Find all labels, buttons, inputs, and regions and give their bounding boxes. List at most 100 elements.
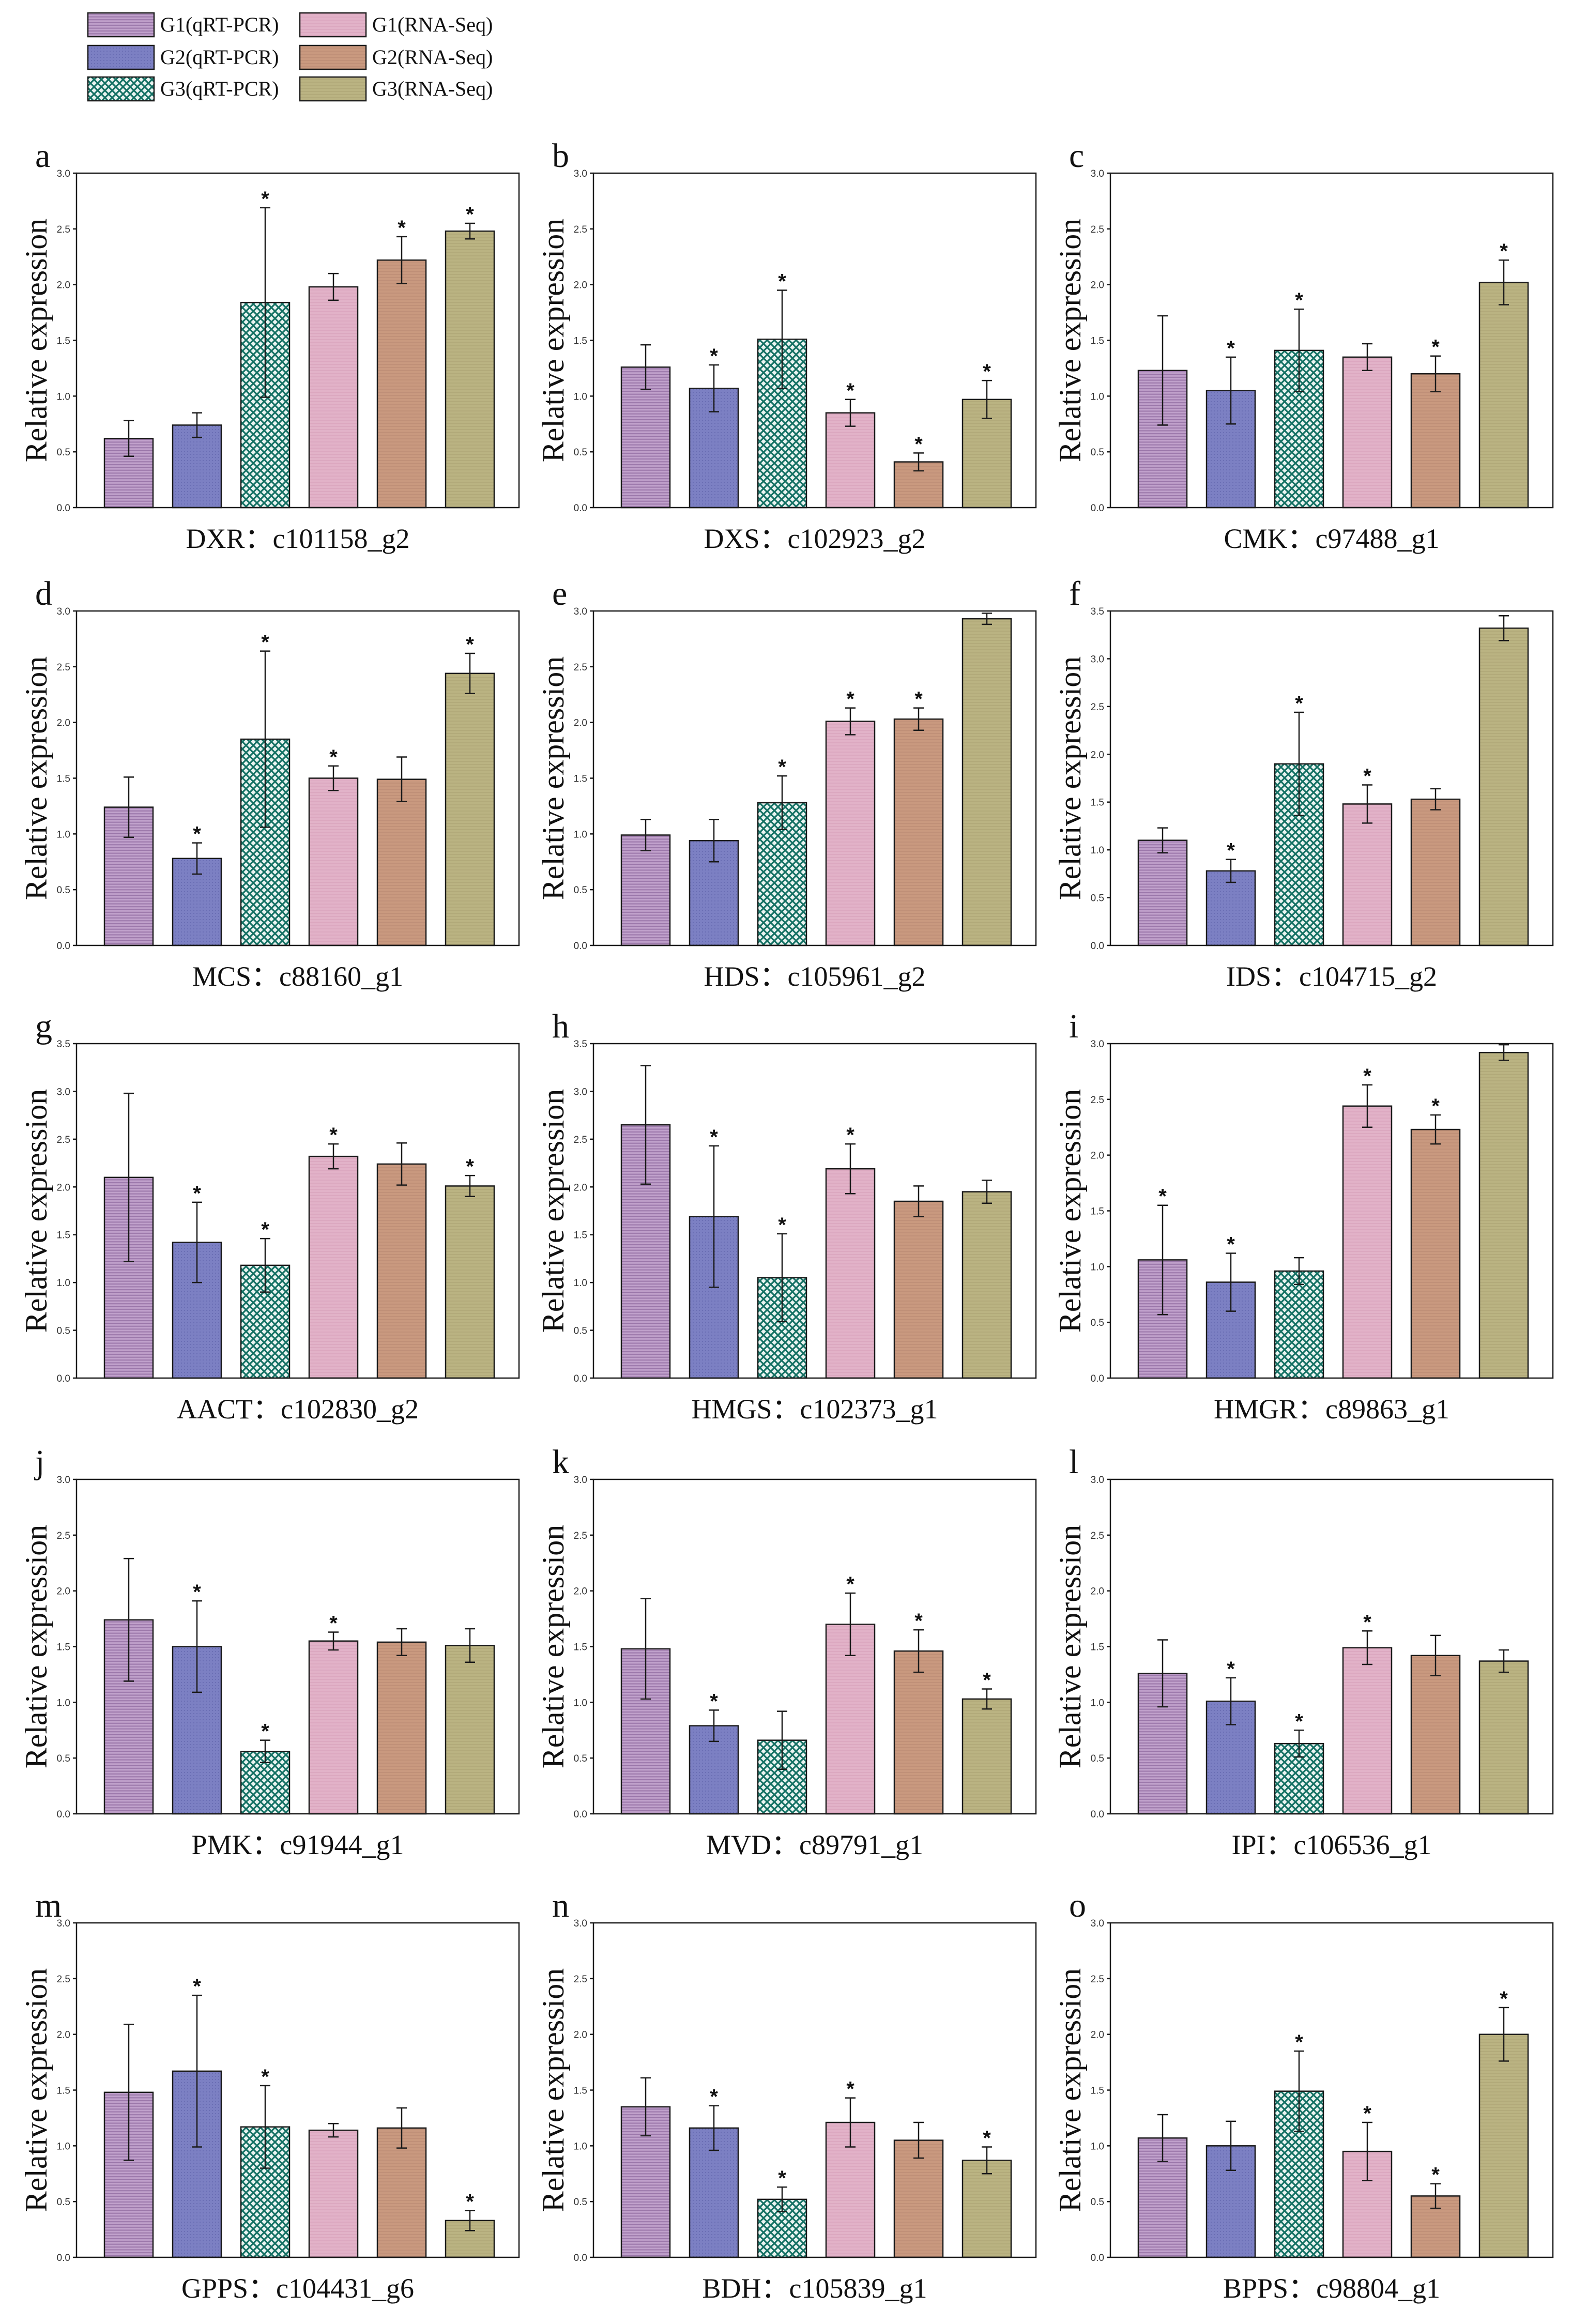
error-bar-g3-qrt-pcr bbox=[777, 2186, 787, 2212]
error-bar-g3-qrt-pcr bbox=[260, 650, 270, 828]
panel-g: g Relative expression 0.0 0.5 1.0 1.5 2.0 2.5 3.… bbox=[19, 1007, 520, 1425]
bar-g3-rna-seq bbox=[445, 1185, 495, 1379]
y-tick-label: 0.0 bbox=[574, 2253, 587, 2264]
error-bar-g1-rna-seq bbox=[845, 1592, 856, 1656]
y-tick-label: 0.5 bbox=[574, 447, 587, 458]
error-bar-g2-qrt-pcr bbox=[192, 1994, 202, 2148]
plot-frame bbox=[75, 610, 520, 946]
significance-star: * bbox=[1227, 1233, 1235, 1256]
significance-star: * bbox=[983, 360, 991, 383]
error-bar-g3-qrt-pcr bbox=[260, 1739, 270, 1764]
significance-star: * bbox=[1363, 765, 1371, 787]
error-bar-g3-qrt-pcr bbox=[260, 1237, 270, 1293]
y-tick-label: 1.0 bbox=[574, 2141, 587, 2152]
error-bar-g2-qrt-pcr bbox=[1226, 356, 1236, 425]
bar-g1-rna-seq bbox=[1342, 803, 1393, 946]
y-tick-label: 0.5 bbox=[1091, 1318, 1104, 1328]
y-tick-label: 1.5 bbox=[1091, 336, 1104, 347]
y-tick-label: 2.0 bbox=[1091, 1151, 1104, 1161]
error-bar-g2-rna-seq bbox=[396, 756, 407, 803]
significance-star: * bbox=[261, 1218, 269, 1241]
significance-star: * bbox=[1363, 2102, 1371, 2125]
bar-g3-rna-seq bbox=[445, 672, 495, 946]
error-bar-g1-rna-seq bbox=[328, 1631, 339, 1651]
bar-g2-rna-seq bbox=[1410, 373, 1461, 509]
significance-star: * bbox=[466, 2190, 474, 2213]
y-axis-label: Relative expression bbox=[536, 1968, 570, 2212]
error-bar-g3-rna-seq bbox=[1499, 1044, 1509, 1061]
bar-g1-rna-seq bbox=[308, 2129, 359, 2258]
bar-g3-rna-seq bbox=[961, 1698, 1012, 1815]
y-tick-label: 0.5 bbox=[574, 1326, 587, 1337]
y-tick-label: 1.0 bbox=[1091, 1262, 1104, 1273]
panel-letter-f: f bbox=[1069, 575, 1080, 613]
error-bar-g1-rna-seq bbox=[1362, 1084, 1372, 1128]
significance-star: * bbox=[1431, 2164, 1440, 2187]
y-tick-label: 1.0 bbox=[57, 1698, 70, 1708]
bar-g2-rna-seq bbox=[893, 2139, 944, 2258]
error-bar-g3-qrt-pcr bbox=[777, 775, 787, 830]
significance-star: * bbox=[914, 688, 923, 711]
significance-star: * bbox=[261, 2066, 269, 2088]
y-tick-label: 2.0 bbox=[57, 1182, 70, 1193]
significance-star: * bbox=[1227, 1658, 1235, 1680]
bar-g2-rna-seq bbox=[376, 1641, 427, 1815]
y-tick-label: 0.0 bbox=[1091, 503, 1104, 514]
y-axis-label: Relative expression bbox=[536, 1525, 570, 1769]
y-tick-label: 3.0 bbox=[57, 606, 70, 617]
significance-star: * bbox=[466, 633, 474, 656]
panel-letter-e: e bbox=[552, 575, 567, 613]
significance-star: * bbox=[778, 270, 786, 293]
y-tick-label: 0.5 bbox=[57, 447, 70, 458]
error-bar-g2-rna-seq bbox=[913, 1185, 924, 1217]
error-bar-g3-qrt-pcr bbox=[260, 2085, 270, 2169]
legend-label-g3-qrt-pcr: G3(qRT-PCR) bbox=[160, 77, 279, 100]
error-bar-g1-rna-seq bbox=[845, 2097, 856, 2148]
bar-g2-rna-seq bbox=[1410, 1655, 1461, 1815]
error-bar-g1-rna-seq bbox=[845, 707, 856, 736]
error-bar-g2-qrt-pcr bbox=[709, 364, 719, 412]
y-tick-label: 2.5 bbox=[57, 1135, 70, 1145]
y-axis-label: Relative expression bbox=[1053, 1525, 1087, 1769]
bar-g3-rna-seq bbox=[961, 618, 1012, 946]
legend-label-g1-rna-seq: G1(RNA-Seq) bbox=[372, 13, 493, 36]
y-tick-label: 2.0 bbox=[57, 718, 70, 729]
error-bar-g2-qrt-pcr bbox=[192, 842, 202, 875]
panel-title-f: IDS：c104715_g2 bbox=[1226, 961, 1437, 992]
error-bar-g3-qrt-pcr bbox=[1294, 1730, 1304, 1758]
y-tick-label: 3.5 bbox=[1091, 606, 1104, 617]
error-bar-g1-qrt-pcr bbox=[640, 1598, 651, 1700]
error-bar-g1-rna-seq bbox=[845, 399, 856, 427]
y-tick-label: 0.0 bbox=[574, 503, 587, 514]
plot-frame bbox=[592, 1043, 1037, 1379]
error-bar-g1-qrt-pcr bbox=[124, 1092, 134, 1262]
panel-title-e: HDS：c105961_g2 bbox=[704, 961, 926, 992]
bar-g2-qrt-pcr bbox=[172, 424, 222, 509]
bar-g3-rna-seq bbox=[961, 1191, 1012, 1379]
significance-star: * bbox=[1431, 336, 1440, 359]
y-tick-label: 1.0 bbox=[574, 391, 587, 402]
panel-letter-m: m bbox=[35, 1887, 62, 1924]
y-tick-label: 0.0 bbox=[574, 941, 587, 952]
error-bar-g3-rna-seq bbox=[1499, 615, 1509, 641]
legend-swatch-g3-rna-seq bbox=[299, 76, 367, 102]
significance-star: * bbox=[1431, 1095, 1440, 1118]
y-axis-label: Relative expression bbox=[19, 656, 53, 900]
panel-title-a: DXR：c101158_g2 bbox=[186, 523, 410, 554]
legend: G1(qRT-PCR) G1(RNA-Seq) G2(qRT-PCR) G2(RNA-… bbox=[87, 12, 493, 102]
y-tick-label: 2.5 bbox=[574, 1974, 587, 1985]
error-bar-g1-qrt-pcr bbox=[1157, 2114, 1168, 2162]
panel-b: b Relative expression 0.0 0.5 1.0 1.5 2.0 2.5 3.… bbox=[536, 137, 1037, 554]
panel-n: n Relative expression 0.0 0.5 1.0 1.5 2.0 2.5 3.… bbox=[536, 1887, 1037, 2304]
bar-g2-rna-seq bbox=[376, 259, 427, 509]
bar-g1-rna-seq bbox=[825, 1168, 876, 1379]
significance-star: * bbox=[778, 2167, 786, 2190]
error-bar-g1-qrt-pcr bbox=[640, 1065, 651, 1185]
y-tick-label: 0.0 bbox=[1091, 1373, 1104, 1384]
y-tick-label: 1.0 bbox=[574, 1278, 587, 1289]
bar-g3-rna-seq bbox=[1478, 282, 1529, 509]
y-tick-label: 3.0 bbox=[1091, 169, 1104, 179]
error-bar-g1-rna-seq bbox=[328, 1143, 339, 1170]
error-bar-g2-qrt-pcr bbox=[1226, 859, 1236, 883]
bar-g1-rna-seq bbox=[308, 777, 359, 946]
